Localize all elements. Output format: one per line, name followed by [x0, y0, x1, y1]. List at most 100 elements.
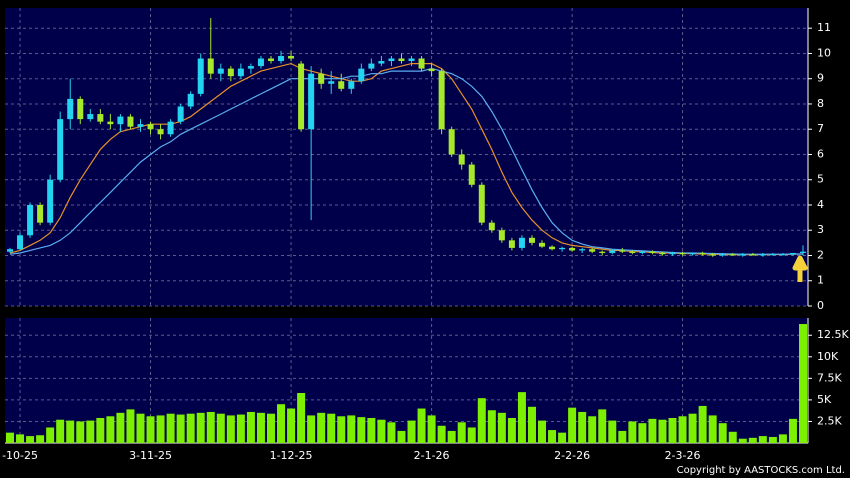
candle-body [267, 58, 274, 62]
volume-bar [688, 413, 697, 443]
candle-body [308, 73, 315, 130]
candle-body [27, 204, 34, 236]
candle-body [639, 251, 646, 253]
candle-body [729, 254, 736, 256]
volume-bar [527, 406, 536, 443]
candle-body [288, 55, 295, 59]
candle-body [318, 73, 325, 84]
y-tick-label: 10 [817, 46, 831, 59]
volume-bar [136, 413, 145, 443]
volume-bar [337, 416, 346, 443]
y-tick-label: 10K [817, 350, 839, 363]
candle-body [398, 58, 405, 62]
candle-body [338, 81, 345, 89]
candle-body [438, 71, 445, 130]
volume-bar [256, 412, 265, 443]
candle-body [609, 250, 616, 253]
plot-layer: 0 1 2 3 4 5 6 7 8 9 10 11 2.5K 5K 7.5K 10K 12.5K -10-25 3-… [2, 8, 849, 462]
volume-bar [678, 416, 687, 443]
candle-body [117, 116, 124, 125]
y-tick-label: 11 [817, 21, 831, 34]
y-tick-label: 3 [817, 223, 824, 236]
volume-bar [799, 324, 807, 443]
candle-body [187, 93, 194, 107]
volume-bar [558, 432, 567, 443]
y-tick-label: 0 [817, 299, 824, 312]
y-tick-label: 5 [817, 173, 824, 186]
candle-body [97, 114, 104, 122]
candle-body [709, 254, 716, 256]
candle-body [17, 235, 24, 250]
candle-body [559, 247, 566, 250]
candle-body [498, 230, 505, 241]
volume-bar [6, 432, 14, 443]
volume-bar [246, 411, 255, 443]
volume-bar [46, 427, 55, 443]
candle-body [659, 252, 666, 255]
y-tick-label: 12.5K [817, 328, 849, 341]
volume-bar [497, 412, 506, 443]
candle-body [749, 254, 756, 256]
volume-bar [106, 416, 115, 443]
candle-body [458, 154, 465, 165]
volume-bar [417, 408, 426, 443]
candle-body [800, 251, 806, 253]
volume-bar [668, 418, 677, 443]
candle-body [37, 204, 44, 223]
candle-body [137, 124, 144, 127]
candle-body [789, 252, 796, 255]
volume-bar [608, 420, 617, 443]
volume-bar [788, 418, 797, 443]
marker-arrow [792, 255, 808, 282]
volume-bar [728, 431, 737, 443]
volume-bar [166, 413, 175, 443]
volume-bar [36, 435, 45, 443]
volume-bar [357, 417, 366, 443]
candle-body [669, 252, 676, 255]
x-tick-label: 2-2-26 [554, 449, 590, 462]
y-tick-label: 7 [817, 122, 824, 135]
y-tick-label: 9 [817, 72, 824, 85]
volume-bar [457, 422, 466, 443]
volume-bar [317, 412, 326, 443]
volume-bar [718, 423, 727, 443]
candle-body [207, 58, 214, 74]
candle-body [518, 237, 525, 248]
volume-bar [588, 416, 597, 443]
x-tick-label: 2-3-26 [665, 449, 701, 462]
candle-body [689, 252, 696, 255]
volume-bar [186, 413, 195, 443]
volume-bar [26, 436, 35, 443]
volume-bar [487, 410, 496, 443]
candle-body [7, 249, 13, 252]
volume-bar [568, 407, 577, 443]
candle-body [197, 58, 204, 94]
volume-bar [387, 422, 396, 443]
candle-body [87, 114, 94, 120]
volume-bar [236, 414, 245, 443]
y-tick-label: 4 [817, 198, 824, 211]
volume-bar [768, 436, 777, 443]
volume-bar [778, 434, 787, 443]
candle-body [77, 98, 84, 120]
volume-bar [156, 415, 165, 443]
volume-bar [598, 409, 607, 443]
volume-bar [698, 405, 707, 443]
y-tick-label: 8 [817, 97, 824, 110]
candle-body [739, 254, 746, 256]
candle-body [478, 184, 485, 223]
candle-body [468, 164, 475, 185]
y-tick-label: 1 [817, 274, 824, 287]
candle-body [589, 249, 596, 252]
candle-body [428, 68, 435, 72]
copyright: Copyright by AASTOCKS.com Ltd. [677, 465, 845, 476]
candle-body [298, 63, 305, 130]
candle-body [257, 58, 264, 67]
candle-body [177, 106, 184, 122]
volume-panel [5, 318, 808, 443]
candle-body [247, 66, 254, 69]
candle-body [779, 254, 786, 256]
volume-bar [307, 415, 316, 443]
volume-bar [287, 408, 296, 443]
candle-body [528, 237, 535, 243]
